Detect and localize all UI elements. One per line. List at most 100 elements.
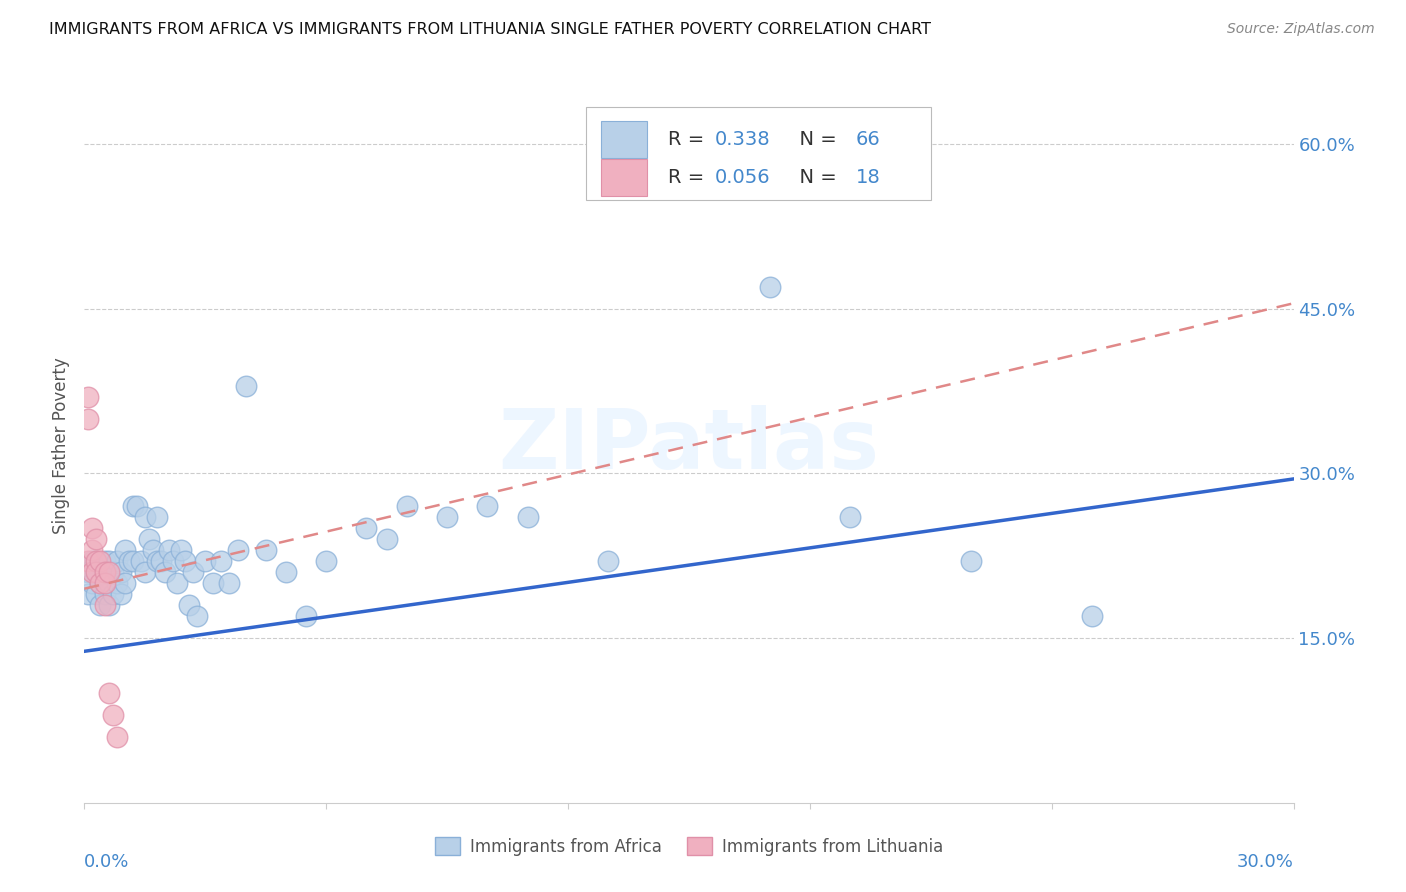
Text: 30.0%: 30.0%: [1237, 853, 1294, 871]
Point: [101, 587, 124, 601]
Point: [960, 554, 983, 568]
Point: [82, 554, 104, 568]
Point: [82, 566, 104, 580]
Point: [315, 554, 337, 568]
Point: [194, 554, 217, 568]
Point: [105, 576, 128, 591]
Point: [110, 566, 132, 580]
Point: [166, 576, 188, 591]
Point: [77, 390, 100, 404]
Point: [93, 598, 115, 612]
Point: [89, 554, 111, 568]
Point: [516, 510, 538, 524]
Point: [153, 566, 176, 580]
Point: [93, 576, 115, 591]
Point: [82, 576, 104, 591]
Point: [97, 576, 120, 591]
Point: [146, 510, 169, 524]
Point: [202, 576, 225, 591]
Point: [93, 554, 115, 568]
Point: [77, 587, 100, 601]
Point: [97, 598, 120, 612]
Point: [142, 543, 165, 558]
Point: [125, 500, 148, 514]
Point: [82, 543, 104, 558]
Point: [93, 566, 115, 580]
FancyBboxPatch shape: [600, 121, 647, 159]
Point: [89, 576, 111, 591]
FancyBboxPatch shape: [600, 159, 647, 196]
Point: [179, 598, 201, 612]
Point: [146, 554, 169, 568]
Point: [254, 543, 277, 558]
Point: [121, 500, 143, 514]
Point: [101, 566, 124, 580]
Text: N =: N =: [787, 130, 842, 149]
Point: [129, 554, 152, 568]
Point: [598, 554, 620, 568]
Point: [477, 500, 499, 514]
Point: [839, 510, 862, 524]
Point: [86, 554, 108, 568]
Y-axis label: Single Father Poverty: Single Father Poverty: [52, 358, 70, 534]
Point: [97, 686, 120, 700]
Point: [86, 566, 108, 580]
Text: 0.0%: 0.0%: [84, 853, 129, 871]
Point: [86, 554, 108, 568]
Point: [174, 554, 197, 568]
Text: 0.056: 0.056: [714, 169, 770, 187]
Point: [758, 280, 780, 294]
Point: [101, 708, 124, 723]
Point: [395, 500, 418, 514]
Point: [89, 598, 111, 612]
Point: [93, 587, 115, 601]
Point: [77, 566, 100, 580]
Point: [134, 510, 156, 524]
Text: R =: R =: [668, 169, 711, 187]
Point: [82, 521, 104, 535]
Point: [162, 554, 184, 568]
Point: [170, 543, 193, 558]
Point: [209, 554, 232, 568]
Point: [134, 566, 156, 580]
Point: [157, 543, 180, 558]
Point: [121, 554, 143, 568]
Text: R =: R =: [668, 130, 711, 149]
Legend: Immigrants from Africa, Immigrants from Lithuania: Immigrants from Africa, Immigrants from …: [429, 830, 949, 863]
Point: [1081, 609, 1104, 624]
Point: [86, 533, 108, 547]
Point: [114, 576, 136, 591]
Point: [97, 554, 120, 568]
Point: [118, 554, 141, 568]
Point: [77, 411, 100, 425]
Point: [274, 566, 297, 580]
Text: 18: 18: [856, 169, 880, 187]
Point: [356, 521, 378, 535]
Text: 66: 66: [856, 130, 880, 149]
Point: [93, 566, 115, 580]
Point: [235, 378, 257, 392]
Point: [105, 554, 128, 568]
Point: [186, 609, 208, 624]
Point: [77, 554, 100, 568]
Point: [110, 587, 132, 601]
FancyBboxPatch shape: [586, 107, 931, 200]
Point: [678, 169, 700, 184]
Point: [86, 566, 108, 580]
Point: [375, 533, 398, 547]
Point: [295, 609, 318, 624]
Point: [149, 554, 172, 568]
Point: [436, 510, 458, 524]
Point: [218, 576, 240, 591]
Point: [105, 730, 128, 744]
Text: 0.338: 0.338: [714, 130, 770, 149]
Text: IMMIGRANTS FROM AFRICA VS IMMIGRANTS FROM LITHUANIA SINGLE FATHER POVERTY CORREL: IMMIGRANTS FROM AFRICA VS IMMIGRANTS FRO…: [49, 22, 931, 37]
Point: [114, 543, 136, 558]
Point: [86, 587, 108, 601]
Point: [181, 566, 204, 580]
Point: [138, 533, 160, 547]
Text: ZIPatlas: ZIPatlas: [499, 406, 879, 486]
Text: N =: N =: [787, 169, 842, 187]
Point: [226, 543, 249, 558]
Text: Source: ZipAtlas.com: Source: ZipAtlas.com: [1227, 22, 1375, 37]
